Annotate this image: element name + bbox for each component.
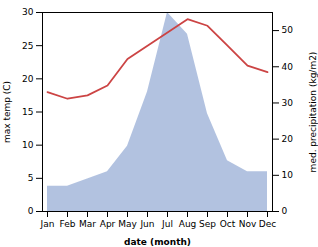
svg-text:Dec: Dec [259, 219, 276, 229]
svg-text:May: May [118, 219, 137, 229]
svg-text:10: 10 [282, 170, 294, 180]
svg-text:Jun: Jun [139, 219, 154, 229]
svg-text:50: 50 [282, 25, 294, 35]
svg-text:0: 0 [282, 206, 288, 216]
svg-text:Aug: Aug [179, 219, 197, 229]
svg-text:Nov: Nov [239, 219, 257, 229]
svg-text:20: 20 [282, 134, 294, 144]
svg-text:30: 30 [282, 98, 294, 108]
svg-text:Jan: Jan [40, 219, 55, 229]
svg-text:Feb: Feb [60, 219, 76, 229]
svg-text:date (month): date (month) [124, 237, 191, 247]
svg-text:10: 10 [22, 140, 34, 150]
svg-text:20: 20 [22, 74, 34, 84]
svg-text:30: 30 [22, 7, 34, 17]
svg-text:15: 15 [22, 107, 33, 117]
svg-text:Jul: Jul [161, 219, 173, 229]
svg-text:0: 0 [28, 206, 34, 216]
svg-text:med. precipitation (kg/m2): med. precipitation (kg/m2) [308, 52, 318, 173]
svg-text:max temp (C): max temp (C) [2, 81, 12, 143]
svg-text:Mar: Mar [79, 219, 96, 229]
svg-text:40: 40 [282, 62, 294, 72]
svg-text:25: 25 [22, 41, 33, 51]
svg-text:Sep: Sep [199, 219, 216, 229]
svg-text:5: 5 [28, 173, 34, 183]
svg-text:Apr: Apr [100, 219, 116, 229]
svg-text:Oct: Oct [220, 219, 236, 229]
